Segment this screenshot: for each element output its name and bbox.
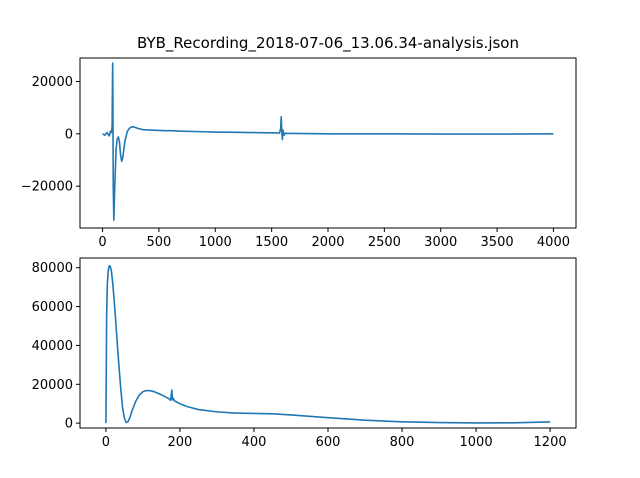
top-chart-x-tick-label: 4000 bbox=[537, 235, 570, 250]
top-chart-y-tick-label: −20000 bbox=[21, 180, 73, 195]
top-chart-ticks: 0 500 1000 1500 2000 2500 3000 3500 4000 −20000 0 2… bbox=[21, 75, 570, 250]
bottom-chart-y-tick-label: 20000 bbox=[32, 378, 73, 393]
bottom-chart-frame bbox=[79, 257, 577, 429]
top-chart-x-tick-label: 2500 bbox=[368, 235, 401, 250]
bottom-chart-x-tick-label: 0 bbox=[102, 435, 110, 450]
top-chart-plot bbox=[102, 62, 554, 221]
top-chart-x-tick-label: 3500 bbox=[481, 235, 514, 250]
bottom-chart-x-tick-label: 400 bbox=[242, 435, 267, 450]
top-chart-frame bbox=[79, 57, 577, 229]
bottom-chart-y-tick-label: 0 bbox=[65, 417, 73, 432]
bottom-chart-plot bbox=[105, 264, 551, 424]
bottom-chart: 0 200 400 600 800 1000 1200 0 20000 40000 60000 800… bbox=[32, 257, 577, 450]
bottom-chart-series-line bbox=[105, 264, 551, 424]
bottom-chart-x-tick-label: 200 bbox=[168, 435, 193, 450]
top-chart-x-tick-label: 3000 bbox=[424, 235, 457, 250]
bottom-chart-x-tick-label: 600 bbox=[316, 435, 341, 450]
bottom-chart-x-tick-label: 800 bbox=[390, 435, 415, 450]
top-chart-x-tick-label: 1500 bbox=[255, 235, 288, 250]
top-chart-y-tick-label: 20000 bbox=[32, 75, 73, 90]
bottom-chart-x-tick-label: 1200 bbox=[534, 435, 567, 450]
bottom-chart-y-tick-label: 40000 bbox=[32, 339, 73, 354]
top-chart-x-tick-label: 2000 bbox=[311, 235, 344, 250]
bottom-chart-ticks: 0 200 400 600 800 1000 1200 0 20000 40000 60000 800… bbox=[32, 261, 567, 450]
top-chart-x-tick-label: 500 bbox=[146, 235, 171, 250]
top-chart-title: BYB_Recording_2018-07-06_13.06.34-analys… bbox=[137, 34, 519, 53]
top-chart-x-tick-label: 1000 bbox=[199, 235, 232, 250]
top-chart: BYB_Recording_2018-07-06_13.06.34-analys… bbox=[21, 34, 577, 250]
top-chart-y-tick-label: 0 bbox=[65, 127, 73, 142]
top-chart-series-line bbox=[102, 62, 554, 221]
bottom-chart-x-tick-label: 1000 bbox=[460, 435, 493, 450]
bottom-chart-y-tick-label: 60000 bbox=[32, 300, 73, 315]
bottom-chart-y-tick-label: 80000 bbox=[32, 261, 73, 276]
top-chart-x-tick-label: 0 bbox=[98, 235, 106, 250]
